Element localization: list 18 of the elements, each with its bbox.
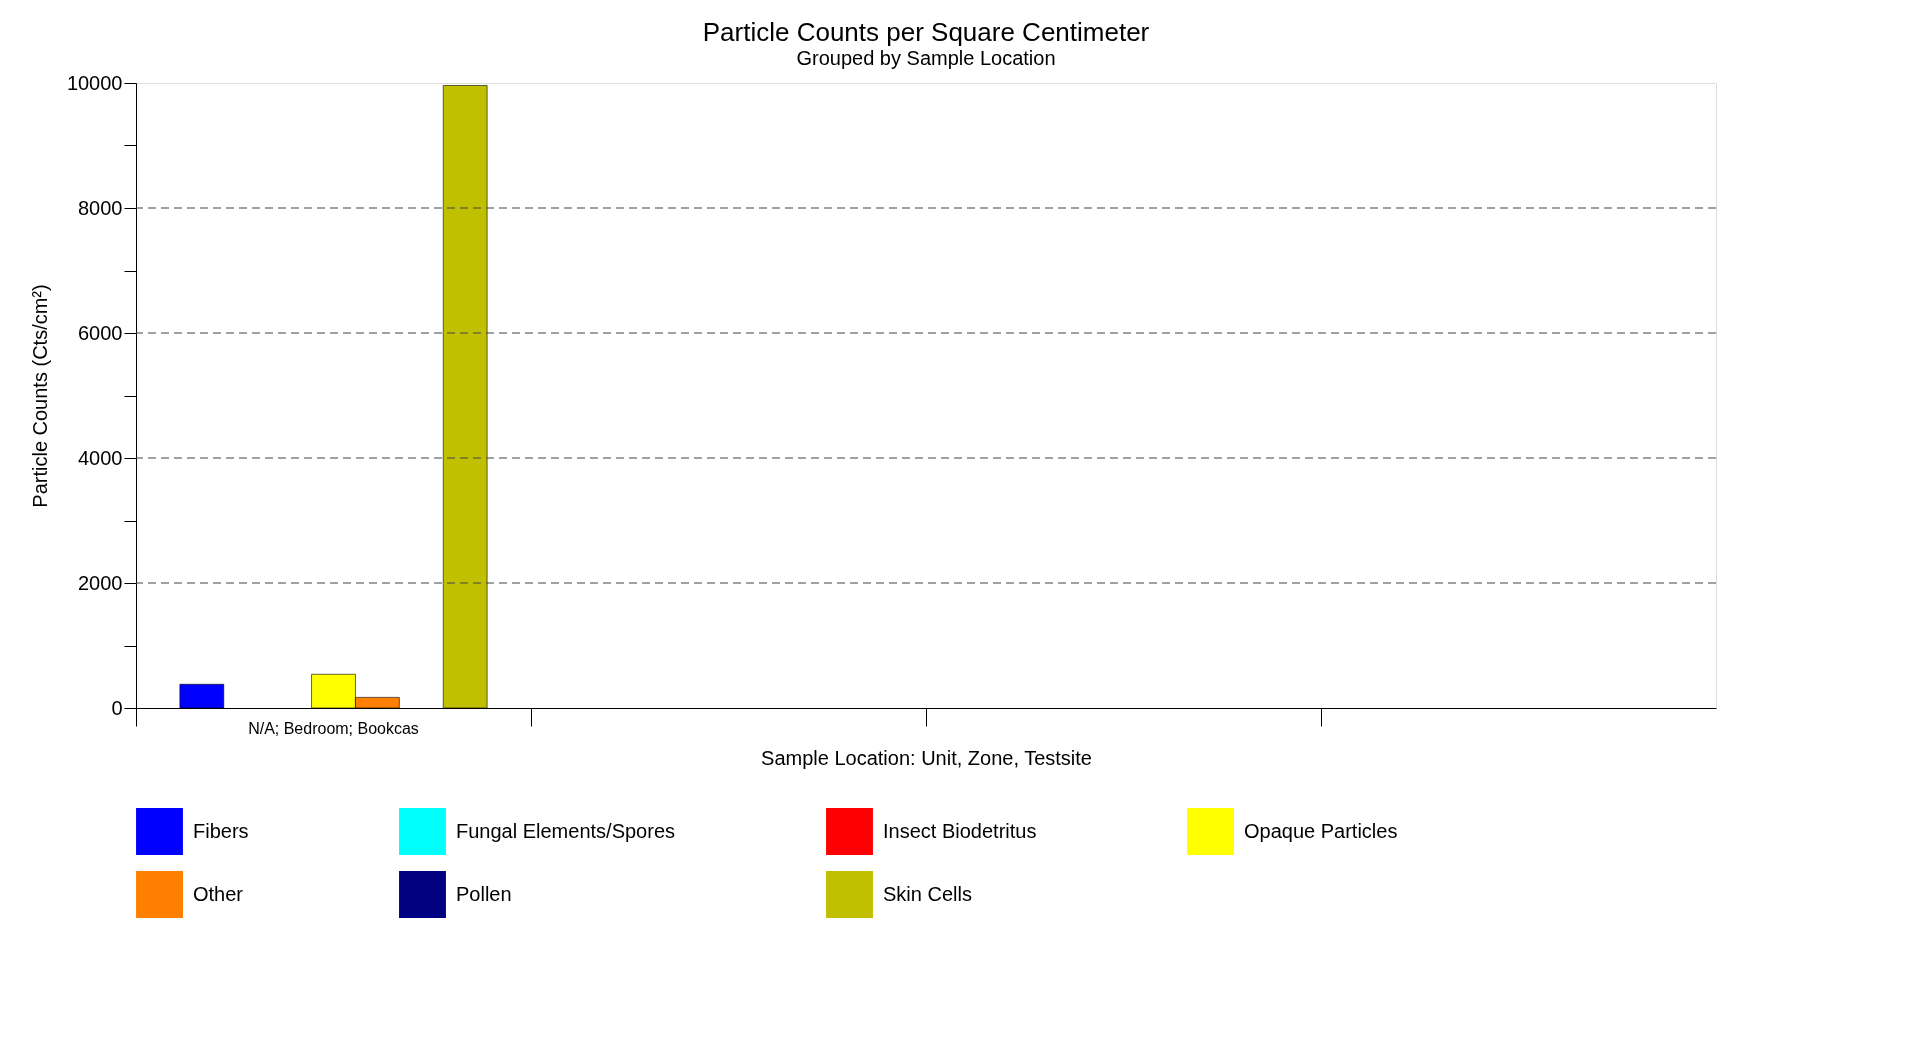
x-axis-title: Sample Location: Unit, Zone, Testsite (761, 746, 1092, 769)
legend-label: Pollen (456, 882, 512, 905)
legend-label: Fibers (193, 819, 249, 842)
legend-label: Opaque Particles (1244, 819, 1398, 842)
y-tick-label: 2000 (78, 571, 123, 594)
legend-label: Fungal Elements/Spores (456, 819, 676, 842)
legend-label: Other (193, 882, 244, 905)
legend-label: Skin Cells (883, 882, 972, 905)
chart-title: Particle Counts per Square Centimeter (702, 17, 1150, 47)
y-axis-title: Particle Counts (Cts/cm²) (28, 284, 51, 508)
y-tick-label: 10000 (66, 71, 123, 94)
x-tick-label: N/A; Bedroom; Bookcas (248, 719, 419, 737)
y-tick-label: 0 (111, 696, 123, 719)
y-tick-label: 8000 (78, 196, 123, 219)
legend-label: Insect Biodetritus (883, 819, 1037, 842)
chart-subtitle: Grouped by Sample Location (796, 47, 1056, 69)
y-tick-label: 4000 (78, 446, 123, 469)
y-tick-label: 6000 (78, 321, 123, 344)
